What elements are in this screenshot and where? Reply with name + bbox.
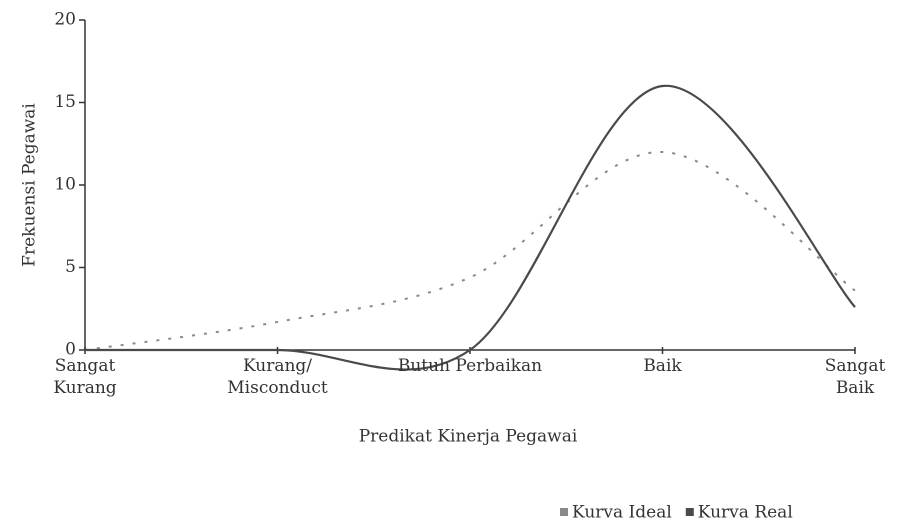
y-tick-label: 20 bbox=[54, 10, 76, 30]
legend-swatch bbox=[560, 508, 568, 516]
y-tick-label: 5 bbox=[65, 257, 76, 277]
x-tick-label: Butuh Perbaikan bbox=[397, 356, 543, 376]
legend-label: Kurva Ideal bbox=[572, 503, 672, 523]
legend-swatch bbox=[685, 508, 694, 516]
x-tick-label: Baik bbox=[643, 356, 682, 376]
y-tick-label: 15 bbox=[54, 92, 76, 112]
x-tick-label: Sangat Kurang bbox=[53, 356, 117, 398]
y-axis-label: Frekuensi Pegawai bbox=[20, 103, 40, 267]
line-series bbox=[85, 84, 856, 371]
x-tick-label: Kurang/ Misconduct bbox=[227, 356, 328, 398]
line-series bbox=[84, 150, 856, 351]
x-axis-label: Predikat Kinerja Pegawai bbox=[359, 427, 578, 447]
y-tick-label: 0 bbox=[65, 340, 76, 360]
x-tick-label: Sangat Baik bbox=[824, 356, 886, 398]
y-tick-label: 10 bbox=[54, 175, 76, 195]
legend-label: Kurva Real bbox=[698, 503, 793, 523]
